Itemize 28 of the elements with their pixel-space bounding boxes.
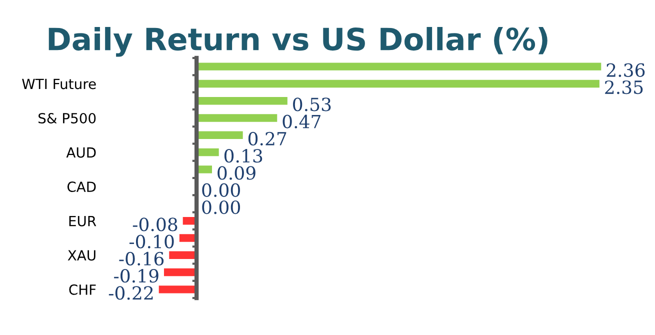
bar [196, 80, 600, 88]
bar [196, 114, 278, 122]
y-tick-label: S& P500 [38, 112, 96, 124]
data-label: 0.53 [293, 98, 331, 112]
y-tick-label: WTI Future [22, 78, 96, 90]
bar [196, 97, 288, 105]
data-label: 2.35 [605, 80, 643, 94]
y-tick-label: XAU [68, 250, 96, 261]
data-label: -0.10 [129, 234, 174, 248]
data-label: -0.19 [114, 269, 158, 283]
data-label: 0.09 [218, 166, 256, 180]
data-label: 2.36 [606, 63, 645, 77]
data-label: 0.00 [202, 200, 240, 214]
data-label: 0.27 [248, 132, 286, 146]
data-label: -0.16 [119, 252, 164, 266]
y-tick-label: CAD [67, 182, 96, 192]
y-tick-label: EUR [69, 216, 96, 226]
data-label: 0.00 [202, 183, 240, 197]
bar [196, 62, 602, 70]
y-tick-label: CHF [69, 284, 96, 295]
chart-title: Daily Return vs US Dollar (%) [48, 26, 548, 57]
bar [196, 166, 212, 174]
bar [196, 131, 243, 139]
data-label: 0.47 [282, 114, 320, 128]
y-tick-label: AUD [66, 147, 96, 158]
data-label: -0.22 [108, 286, 153, 300]
data-label: 0.13 [224, 149, 262, 163]
data-label: -0.08 [132, 218, 178, 232]
